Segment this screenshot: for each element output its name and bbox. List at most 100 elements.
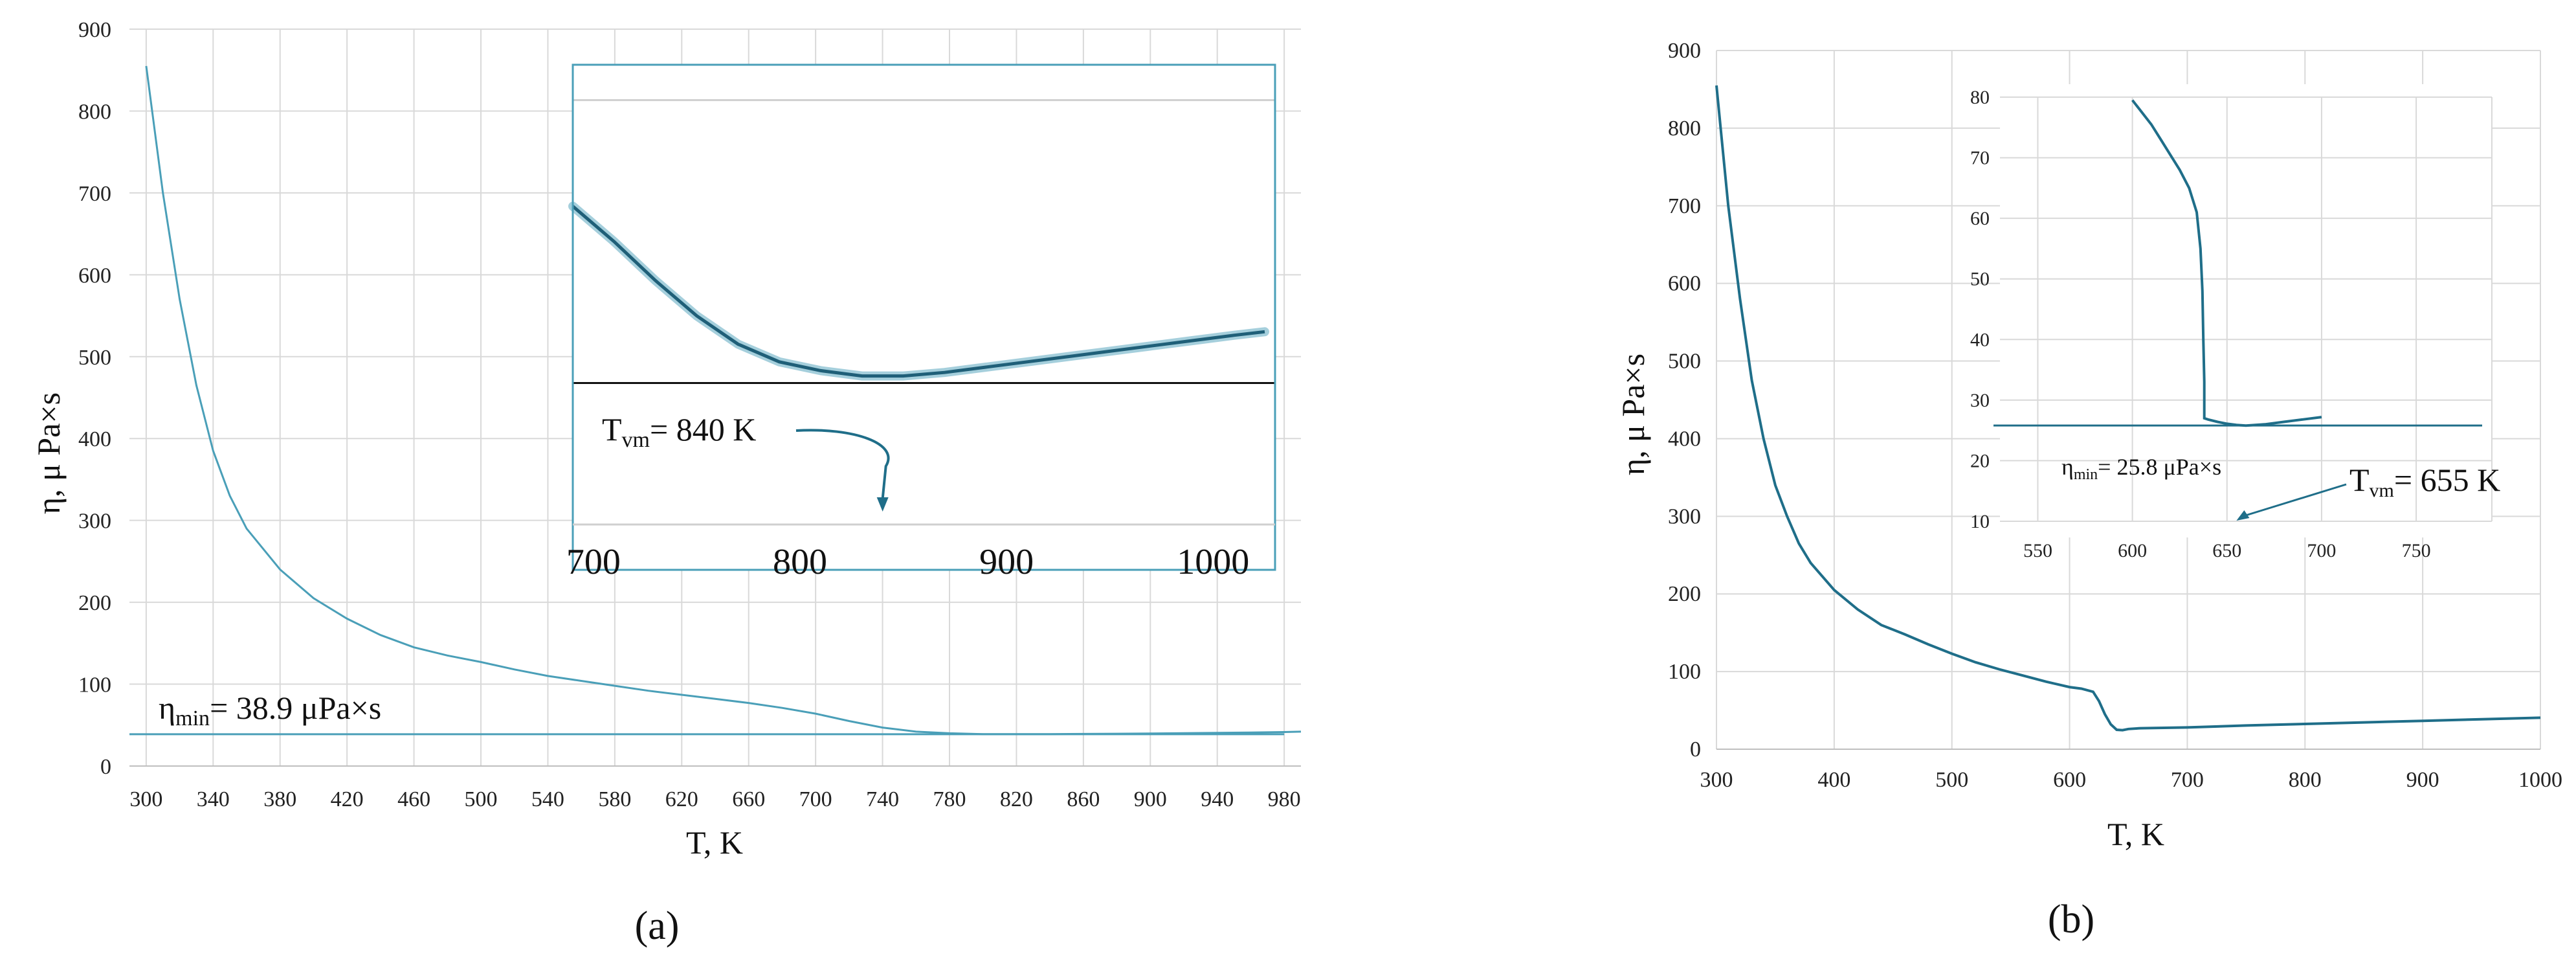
chart-a-inset-x-tick-label: 1000 xyxy=(1177,542,1249,582)
chart-a-x-tick-label: 460 xyxy=(397,787,430,811)
chart-a-x-tick-label: 500 xyxy=(465,787,498,811)
chart-a-inset-arrowhead xyxy=(876,497,889,512)
chart-b-inset-y-tick-label: 70 xyxy=(1970,148,1990,169)
chart-a-inset-tvm-symbol: T xyxy=(602,411,622,447)
chart-a-x-tick-label: 540 xyxy=(531,787,564,811)
chart-b-inset-tvm-value: = 655 K xyxy=(2394,462,2500,498)
chart-b-x-tick-label: 800 xyxy=(2289,768,2322,792)
chart-b-inset-x-tick-label: 550 xyxy=(2023,540,2052,561)
chart-a-panel-label: (a) xyxy=(635,904,680,948)
chart-a-x-tick-label: 580 xyxy=(598,787,631,811)
chart-a-inset-background xyxy=(573,65,1275,570)
chart-a-x-axis-label: T, K xyxy=(686,824,743,861)
chart-b-inset-tvm-symbol: T xyxy=(2349,462,2370,498)
chart-b-inset-grid xyxy=(2000,96,2493,522)
chart-b-y-tick-label: 800 xyxy=(1668,117,1701,141)
chart-a-inset: 700 800 900 1000 Tvm= 840 K xyxy=(566,63,1276,582)
chart-a-inset-x-tick-label: 900 xyxy=(979,542,1034,582)
chart-b-inset-tvm-subscript: vm xyxy=(2370,480,2394,501)
chart-b-y-tick-label: 400 xyxy=(1668,427,1701,451)
chart-b-inset-x-tick-label: 600 xyxy=(2118,540,2147,561)
chart-b-inset-arrowhead xyxy=(2236,510,2250,521)
chart-a-y-tick-label: 900 xyxy=(78,18,111,42)
chart-a-inset-tvm-value: = 840 K xyxy=(650,411,756,447)
chart-b-series-line xyxy=(1715,85,2541,732)
chart-b-inset-y-tick-label: 30 xyxy=(1970,390,1990,411)
chart-a-y-tick-label: 700 xyxy=(78,182,111,206)
chart-a-y-tick-labels: 0 100 200 300 400 500 600 700 800 900 xyxy=(78,18,111,779)
chart-a-inset-tvm-annotation: Tvm= 840 K xyxy=(602,411,756,452)
chart-a-inset-tvm-subscript: vm xyxy=(622,428,650,452)
chart-b-inset-x-tick-labels: 550 600 650 700 750 xyxy=(2023,540,2431,561)
chart-a-eta-min-symbol: η xyxy=(159,690,175,726)
chart-b-y-tick-labels: 0 100 200 300 400 500 600 700 800 900 xyxy=(1668,39,1701,762)
chart-a-x-tick-label: 780 xyxy=(933,787,966,811)
chart-b-inset-eta-min-annotation: ηmin= 25.8 μPa×s xyxy=(2061,454,2221,483)
chart-a-y-tick-label: 300 xyxy=(78,510,111,534)
chart-a-x-tick-label: 700 xyxy=(799,787,832,811)
chart-b-inset-x-tick-label: 650 xyxy=(2212,540,2241,561)
chart-a-x-tick-label: 740 xyxy=(866,787,899,811)
chart-b-inset: 10 20 30 40 50 60 70 80 550 600 650 700 750 ηmin= 2… xyxy=(1970,84,2500,561)
chart-b-inset-eta-min-subscript: min xyxy=(2074,466,2098,483)
chart-a-inset-x-tick-labels: 700 800 900 1000 xyxy=(566,542,1249,582)
chart-a-y-axis-label: η, μ Pa×s xyxy=(30,392,67,514)
chart-b-inset-y-tick-label: 80 xyxy=(1970,87,1990,108)
chart-b-inset-x-tick-label: 700 xyxy=(2307,540,2336,561)
chart-a-y-tick-label: 100 xyxy=(78,673,111,697)
chart-b-inset-series-line xyxy=(2131,99,2322,427)
chart-a-x-tick-label: 300 xyxy=(129,787,162,811)
chart-a-inset-arrow xyxy=(795,429,890,499)
chart-a-x-tick-label: 940 xyxy=(1201,787,1234,811)
chart-a-x-tick-label: 620 xyxy=(665,787,698,811)
chart-b-x-tick-label: 900 xyxy=(2406,768,2439,792)
chart-a-eta-min-subscript: min xyxy=(175,706,210,730)
chart-b-y-tick-label: 600 xyxy=(1668,272,1701,296)
chart-b-x-tick-label: 600 xyxy=(2053,768,2086,792)
chart-b-y-tick-label: 700 xyxy=(1668,194,1701,218)
chart-b-y-tick-label: 300 xyxy=(1668,504,1701,528)
chart-a-x-tick-labels: 300 340 380 420 460 500 540 580 620 660 700 740 780 8… xyxy=(129,787,1300,811)
chart-b-x-tick-labels: 300 400 500 600 700 800 900 1000 xyxy=(1700,768,2563,792)
chart-a-y-tick-label: 0 xyxy=(100,755,111,779)
chart-a-y-tick-label: 600 xyxy=(78,264,111,288)
chart-b-x-tick-label: 1000 xyxy=(2518,768,2562,792)
chart-b-inset-background xyxy=(2000,84,2492,537)
chart-a-inset-x-tick-label: 800 xyxy=(773,542,827,582)
chart-a-eta-min-annotation: ηmin= 38.9 μPa×s xyxy=(159,690,381,730)
chart-b-panel-label: (b) xyxy=(2048,897,2094,942)
chart-a-x-tick-label: 420 xyxy=(331,787,364,811)
chart-b-y-axis-label: η, μ Pa×s xyxy=(1615,354,1651,475)
chart-a-eta-min-value: = 38.9 μPa×s xyxy=(210,690,381,726)
chart-a-inset-x-tick-label: 700 xyxy=(566,542,621,582)
chart-a-x-tick-label: 860 xyxy=(1067,787,1100,811)
chart-a-x-tick-label: 660 xyxy=(732,787,765,811)
chart-b-inset-arrow xyxy=(2245,483,2347,517)
chart-a: 0 100 200 300 400 500 600 700 800 900 300 340 380 42… xyxy=(30,18,1302,948)
chart-b-inset-y-tick-labels: 10 20 30 40 50 60 70 80 xyxy=(1970,87,1990,532)
chart-a-inset-series-line xyxy=(572,205,1265,378)
chart-b-x-tick-label: 300 xyxy=(1700,768,1733,792)
chart-b-inset-tvm-annotation: Tvm= 655 K xyxy=(2349,462,2500,501)
chart-b-inset-y-tick-label: 50 xyxy=(1970,269,1990,290)
chart-a-x-tick-label: 980 xyxy=(1268,787,1301,811)
chart-b-y-tick-label: 500 xyxy=(1668,350,1701,374)
chart-b: 0 100 200 300 400 500 600 700 800 900 300 400 500 60… xyxy=(1615,39,2562,942)
chart-b-inset-y-tick-label: 10 xyxy=(1970,511,1990,532)
chart-b-inset-eta-min-value: = 25.8 μPa×s xyxy=(2098,454,2221,480)
chart-a-y-tick-label: 500 xyxy=(78,346,111,370)
chart-a-y-tick-label: 200 xyxy=(78,591,111,615)
chart-a-x-tick-label: 820 xyxy=(1000,787,1033,811)
chart-b-x-tick-label: 700 xyxy=(2171,768,2204,792)
chart-b-y-tick-label: 900 xyxy=(1668,39,1701,63)
chart-a-x-tick-label: 380 xyxy=(263,787,296,811)
chart-a-series-line xyxy=(145,65,1302,736)
chart-b-y-tick-label: 100 xyxy=(1668,660,1701,684)
chart-b-x-tick-label: 400 xyxy=(1817,768,1850,792)
chart-b-x-axis-label: T, K xyxy=(2107,816,2164,852)
chart-b-y-tick-label: 200 xyxy=(1668,582,1701,606)
chart-a-y-tick-label: 800 xyxy=(78,100,111,124)
chart-b-inset-y-tick-label: 20 xyxy=(1970,450,1990,471)
chart-b-inset-x-tick-label: 750 xyxy=(2402,540,2431,561)
